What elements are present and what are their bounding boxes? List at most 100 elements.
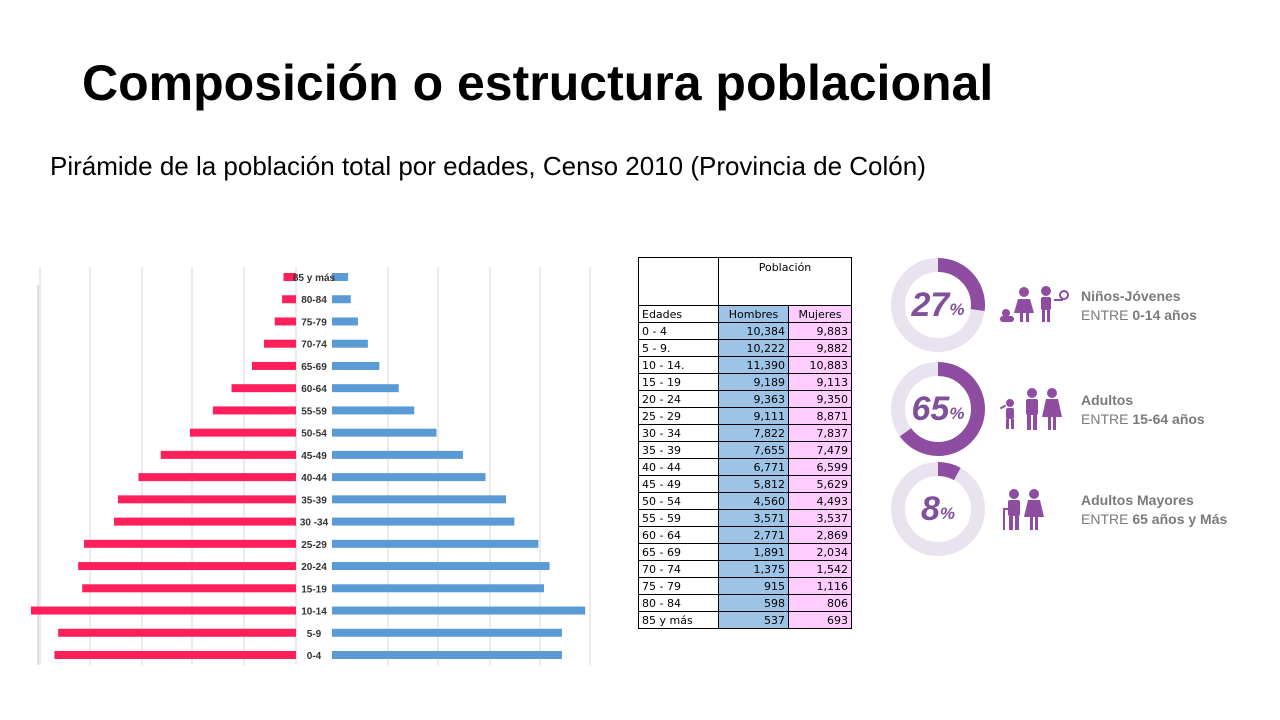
- table-column-row: Edades Hombres Mujeres: [638, 305, 852, 323]
- cell-mujeres: 693: [788, 611, 852, 629]
- bar-women-35-39: [332, 495, 507, 504]
- table-row: 5 - 9. 10,222 9,882: [638, 339, 852, 357]
- table-row: 40 - 44 6,771 6,599: [638, 458, 852, 476]
- bar-women-60-64: [332, 384, 399, 393]
- cell-age: 85 y más: [638, 611, 719, 629]
- cell-age: 75 - 79: [638, 577, 719, 595]
- cell-hombres: 9,363: [718, 390, 789, 408]
- slide-subtitle: Pirámide de la población total por edade…: [50, 151, 926, 181]
- cell-hombres: 598: [718, 594, 789, 612]
- table-row: 70 - 74 1,375 1,542: [638, 560, 852, 578]
- cell-hombres: 3,571: [718, 509, 789, 527]
- group-adults-title: Adultos: [1081, 392, 1134, 408]
- cell-mujeres: 9,350: [788, 390, 852, 408]
- group-children: 27% Niños-Jóvenes ENTRE 0-14 años: [888, 255, 1268, 355]
- donut-children: [891, 258, 985, 352]
- cell-mujeres: 7,837: [788, 424, 852, 442]
- pyramid-bars: [31, 273, 586, 659]
- age-label: 15-19: [301, 584, 327, 595]
- cell-age: 20 - 24: [638, 390, 719, 408]
- bar-women-40-44: [332, 473, 486, 482]
- bar-women-25-29: [332, 539, 539, 548]
- bar-women-45-49: [332, 450, 463, 459]
- pyramid-age-labels: 0-4 5-9 10-14 15-19 20-24 25-29 30 -34 35-39 40-…: [293, 273, 336, 662]
- cell-hombres: 9,189: [718, 373, 789, 391]
- group-children-range: ENTRE 0-14 años: [1081, 307, 1197, 323]
- bar-women-20-24: [332, 562, 550, 571]
- bar-men-10-14: [31, 606, 296, 615]
- column-header-edades: Edades: [638, 305, 719, 323]
- bar-men-30-34: [114, 517, 296, 526]
- cell-mujeres: 1,542: [788, 560, 852, 578]
- bar-men-25-29: [84, 539, 296, 548]
- cell-age: 70 - 74: [638, 560, 719, 578]
- age-label: 30 -34: [300, 518, 329, 529]
- cell-mujeres: 3,537: [788, 509, 852, 527]
- age-label: 55-59: [301, 406, 327, 417]
- table-row: 75 - 79 915 1,116: [638, 577, 852, 595]
- table-row: 15 - 19 9,189 9,113: [638, 373, 852, 391]
- table-header-row: Población: [638, 257, 852, 306]
- bar-men-70-74: [264, 339, 296, 348]
- donut-elderly: [891, 462, 985, 556]
- age-label: 25-29: [301, 540, 327, 551]
- population-pyramid-chart: 0-4 5-9 10-14 15-19 20-24 25-29 30 -34 35-39 40-…: [31, 267, 591, 665]
- age-label: 20-24: [301, 562, 327, 573]
- donut-adults: [891, 362, 985, 456]
- bar-men-65-69: [252, 361, 296, 370]
- cell-hombres: 9,111: [718, 407, 789, 425]
- cell-hombres: 5,812: [718, 475, 789, 493]
- age-label: 60-64: [301, 384, 327, 395]
- children-icon: [1000, 286, 1069, 322]
- donut-elderly-arc: [891, 462, 985, 556]
- table-row: 80 - 84 598 806: [638, 594, 852, 612]
- table-header-poblacion: Población: [718, 257, 852, 306]
- cell-age: 60 - 64: [638, 526, 719, 544]
- cell-hombres: 10,222: [718, 339, 789, 357]
- cell-age: 5 - 9.: [638, 339, 719, 357]
- cell-mujeres: 5,629: [788, 475, 852, 493]
- bar-women-10-14: [332, 606, 586, 615]
- bar-men-35-39: [117, 495, 297, 504]
- bar-men-15-19: [82, 584, 296, 593]
- cell-hombres: 2,771: [718, 526, 789, 544]
- age-label: 45-49: [301, 451, 327, 462]
- bar-men-5-9: [58, 628, 296, 637]
- bar-men-45-49: [160, 450, 296, 459]
- age-label: 75-79: [301, 317, 327, 328]
- cell-age: 50 - 54: [638, 492, 719, 510]
- age-label: 0-4: [307, 651, 322, 662]
- table-row: 60 - 64 2,771 2,869: [638, 526, 852, 544]
- cell-hombres: 6,771: [718, 458, 789, 476]
- group-adults-range: ENTRE 15-64 años: [1081, 411, 1205, 427]
- bar-men-60-64: [231, 384, 296, 393]
- table-row: 0 - 4 10,384 9,883: [638, 322, 852, 340]
- age-label: 70-74: [301, 340, 327, 351]
- bar-women-55-59: [332, 406, 415, 415]
- cell-hombres: 7,655: [718, 441, 789, 459]
- bar-women-85ymás: [332, 273, 349, 281]
- table-row: 25 - 29 9,111 8,871: [638, 407, 852, 425]
- group-elderly-range: ENTRE 65 años y Más: [1081, 511, 1228, 527]
- cell-hombres: 11,390: [718, 356, 789, 374]
- cell-age: 80 - 84: [638, 594, 719, 612]
- bar-men-55-59: [212, 406, 296, 415]
- cell-age: 45 - 49: [638, 475, 719, 493]
- cell-age: 0 - 4: [638, 322, 719, 340]
- percent-children: 27%: [911, 285, 965, 324]
- age-label: 65-69: [301, 362, 327, 373]
- table-row: 65 - 69 1,891 2,034: [638, 543, 852, 561]
- cell-age: 15 - 19: [638, 373, 719, 391]
- age-label: 40-44: [301, 473, 327, 484]
- bar-women-30-34: [332, 517, 515, 526]
- age-label: 50-54: [301, 429, 327, 440]
- age-label: 80-84: [301, 295, 327, 306]
- table-row: 85 y más 537 693: [638, 611, 852, 629]
- table-row: 20 - 24 9,363 9,350: [638, 390, 852, 408]
- bar-women-0-4: [332, 651, 562, 659]
- group-elderly-title: Adultos Mayores: [1081, 492, 1194, 508]
- age-label: 85 y más: [293, 273, 336, 284]
- column-header-hombres: Hombres: [718, 305, 789, 323]
- bar-women-75-79: [332, 317, 358, 326]
- age-label: 10-14: [301, 607, 327, 618]
